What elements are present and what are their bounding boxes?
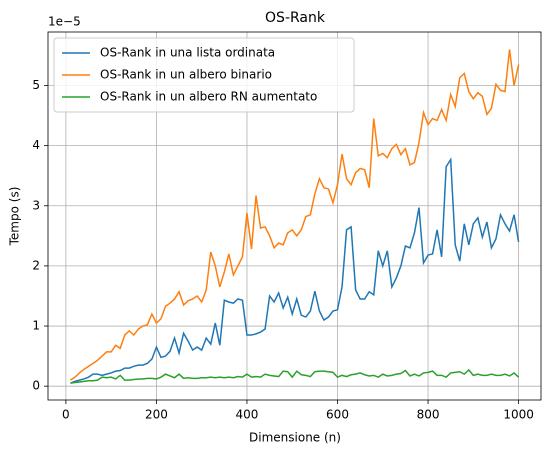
legend-label: OS-Rank in un albero RN aumentato: [100, 90, 317, 104]
y-axis-label: Tempo (s): [8, 187, 22, 247]
series-line: [70, 157, 520, 384]
legend-box: [53, 37, 355, 113]
x-tick-label: 600: [326, 408, 349, 422]
x-tick-label: 800: [417, 408, 440, 422]
y-tick-label: 2: [32, 258, 40, 272]
x-axis-label: Dimensione (n): [249, 431, 341, 445]
y-tick-label: 5: [32, 78, 40, 92]
chart-title: OS-Rank: [265, 10, 326, 26]
legend-label: OS-Rank in una lista ordinata: [100, 46, 275, 60]
y-tick-label: 0: [32, 379, 40, 393]
legend-label: OS-Rank in un albero binario: [100, 68, 272, 82]
x-tick-label: 400: [236, 408, 259, 422]
y-tick-label: 4: [32, 138, 40, 152]
y-tick-label: 1: [32, 319, 40, 333]
y-offset-label: 1e−5: [48, 15, 81, 29]
series-line: [70, 368, 520, 384]
x-tick-label: 0: [62, 408, 70, 422]
axes-frame: [47, 31, 542, 401]
x-tick-label: 200: [145, 408, 168, 422]
y-tick-label: 3: [32, 198, 40, 212]
series-line: [69, 49, 520, 381]
x-tick-label: 1000: [503, 408, 534, 422]
